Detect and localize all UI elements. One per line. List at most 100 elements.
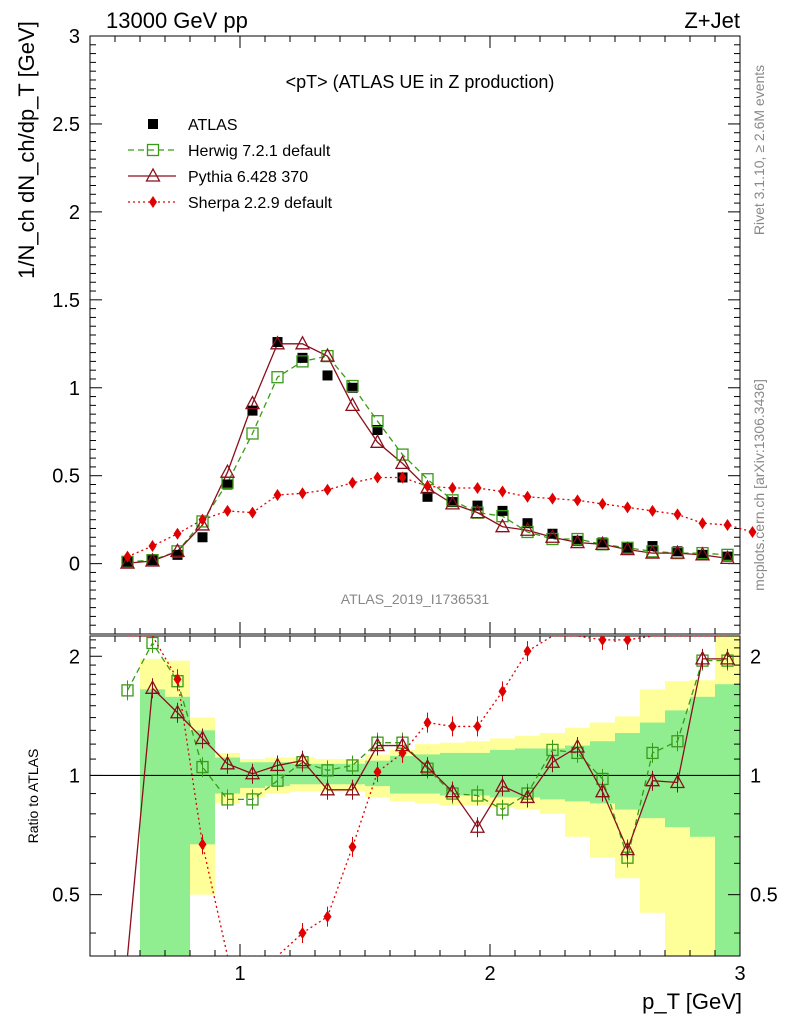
sherpa-point <box>149 196 157 208</box>
pythia-point <box>644 544 661 559</box>
header-right-label: Z+Jet <box>684 8 740 33</box>
herwig-point <box>321 764 334 777</box>
pythia-point <box>494 518 511 533</box>
pythia-point <box>469 818 486 833</box>
sherpa-point <box>323 483 332 496</box>
herwig-point <box>496 803 509 816</box>
sherpa-point <box>123 550 132 563</box>
ratio-band-inner <box>190 730 215 845</box>
pythia-point <box>144 679 161 694</box>
sherpa-point <box>623 501 632 514</box>
herwig-point <box>646 746 659 760</box>
atlas-point <box>672 546 683 557</box>
pythia-point <box>544 753 561 768</box>
sherpa-point <box>173 527 182 540</box>
legend-label: Herwig 7.2.1 default <box>188 143 331 160</box>
sherpa-point <box>498 685 507 698</box>
herwig-point <box>146 143 160 157</box>
pythia-point <box>294 335 311 350</box>
sherpa-point <box>373 471 382 484</box>
herwig-point <box>346 379 359 393</box>
sherpa-point <box>198 838 207 851</box>
sherpa-point <box>198 513 207 526</box>
sherpa-point <box>598 636 607 646</box>
atlas-point <box>322 370 333 381</box>
sherpa-point <box>173 673 182 686</box>
ratio-y-tick-label: 2 <box>69 646 80 668</box>
pythia-point <box>594 783 611 798</box>
pythia-point <box>569 534 586 549</box>
sherpa-point <box>473 720 482 733</box>
sherpa-point <box>648 504 657 517</box>
herwig-point <box>396 448 409 461</box>
pythia-point <box>294 752 311 767</box>
atlas-point <box>347 382 358 393</box>
x-tick-label: 2 <box>484 963 495 985</box>
ratio-band-inner <box>140 689 165 956</box>
pythia-point <box>419 758 436 773</box>
sherpa-point <box>448 720 457 733</box>
pythia-point <box>145 167 161 182</box>
herwig-point <box>296 355 309 368</box>
herwig-point <box>221 793 234 806</box>
sherpa-point <box>423 716 432 729</box>
herwig-point <box>546 532 559 546</box>
ratio-y-tick-label-right: 0.5 <box>750 885 778 907</box>
pythia-point <box>194 730 211 745</box>
atlas-point <box>372 424 383 435</box>
sherpa-point <box>323 910 332 923</box>
atlas-point <box>272 337 283 348</box>
sherpa-point <box>498 485 507 498</box>
ratio-band-group <box>140 636 740 956</box>
pythia-point <box>394 455 411 470</box>
atlas-point <box>722 551 733 562</box>
sherpa-point <box>298 927 307 940</box>
sherpa-point <box>398 746 407 759</box>
pythia-point <box>519 789 536 804</box>
plot-title: <pT> (ATLAS UE in Z production) <box>286 72 555 92</box>
mcplots-side-label: mcplots.cern.ch [arXiv:1306.3436] <box>751 379 767 591</box>
sherpa-point <box>673 508 682 521</box>
pythia-point <box>444 783 461 798</box>
x-axis-label: p_T [GeV] <box>642 989 742 1014</box>
herwig-point <box>246 793 259 806</box>
pythia-point <box>119 554 136 569</box>
x-tick-label: 1 <box>234 963 245 985</box>
pythia-point <box>469 504 486 519</box>
herwig-point <box>671 735 684 748</box>
ratio-y-tick-label: 0.5 <box>52 885 80 907</box>
sherpa-point <box>473 482 482 495</box>
herwig-point <box>121 684 134 697</box>
pythia-point <box>244 395 261 410</box>
sherpa-point <box>748 525 757 538</box>
atlas-point <box>447 497 458 508</box>
pythia-point <box>669 774 686 789</box>
pythia-point <box>694 650 711 665</box>
upper-y-axis-label: 1/N_ch dN_ch/dp_T [GeV] <box>14 21 39 279</box>
ratio-band-inner <box>665 710 690 828</box>
herwig-point <box>146 636 159 650</box>
atlas-point <box>572 535 583 546</box>
herwig-point <box>496 510 509 523</box>
sherpa-point <box>148 540 157 553</box>
pythia-point <box>619 541 636 556</box>
x-tick-label: 3 <box>734 963 745 985</box>
herwig-point <box>246 427 259 440</box>
atlas-point <box>147 555 158 566</box>
ratio-band-inner <box>165 696 190 956</box>
pythia-line <box>127 343 728 564</box>
sherpa-point <box>373 766 382 779</box>
sherpa-point <box>523 490 532 503</box>
atlas-point <box>148 119 158 129</box>
pythia-point <box>219 463 236 478</box>
sherpa-point <box>573 494 582 507</box>
pythia-point <box>694 546 711 561</box>
sherpa-point <box>448 482 457 495</box>
ratio-band-inner <box>615 733 640 810</box>
herwig-point <box>196 760 209 774</box>
sherpa-point <box>348 840 357 853</box>
pythia-point <box>644 772 661 787</box>
ratio-series-group <box>121 636 736 956</box>
pythia-point <box>669 544 686 559</box>
sherpa-point <box>423 480 432 493</box>
